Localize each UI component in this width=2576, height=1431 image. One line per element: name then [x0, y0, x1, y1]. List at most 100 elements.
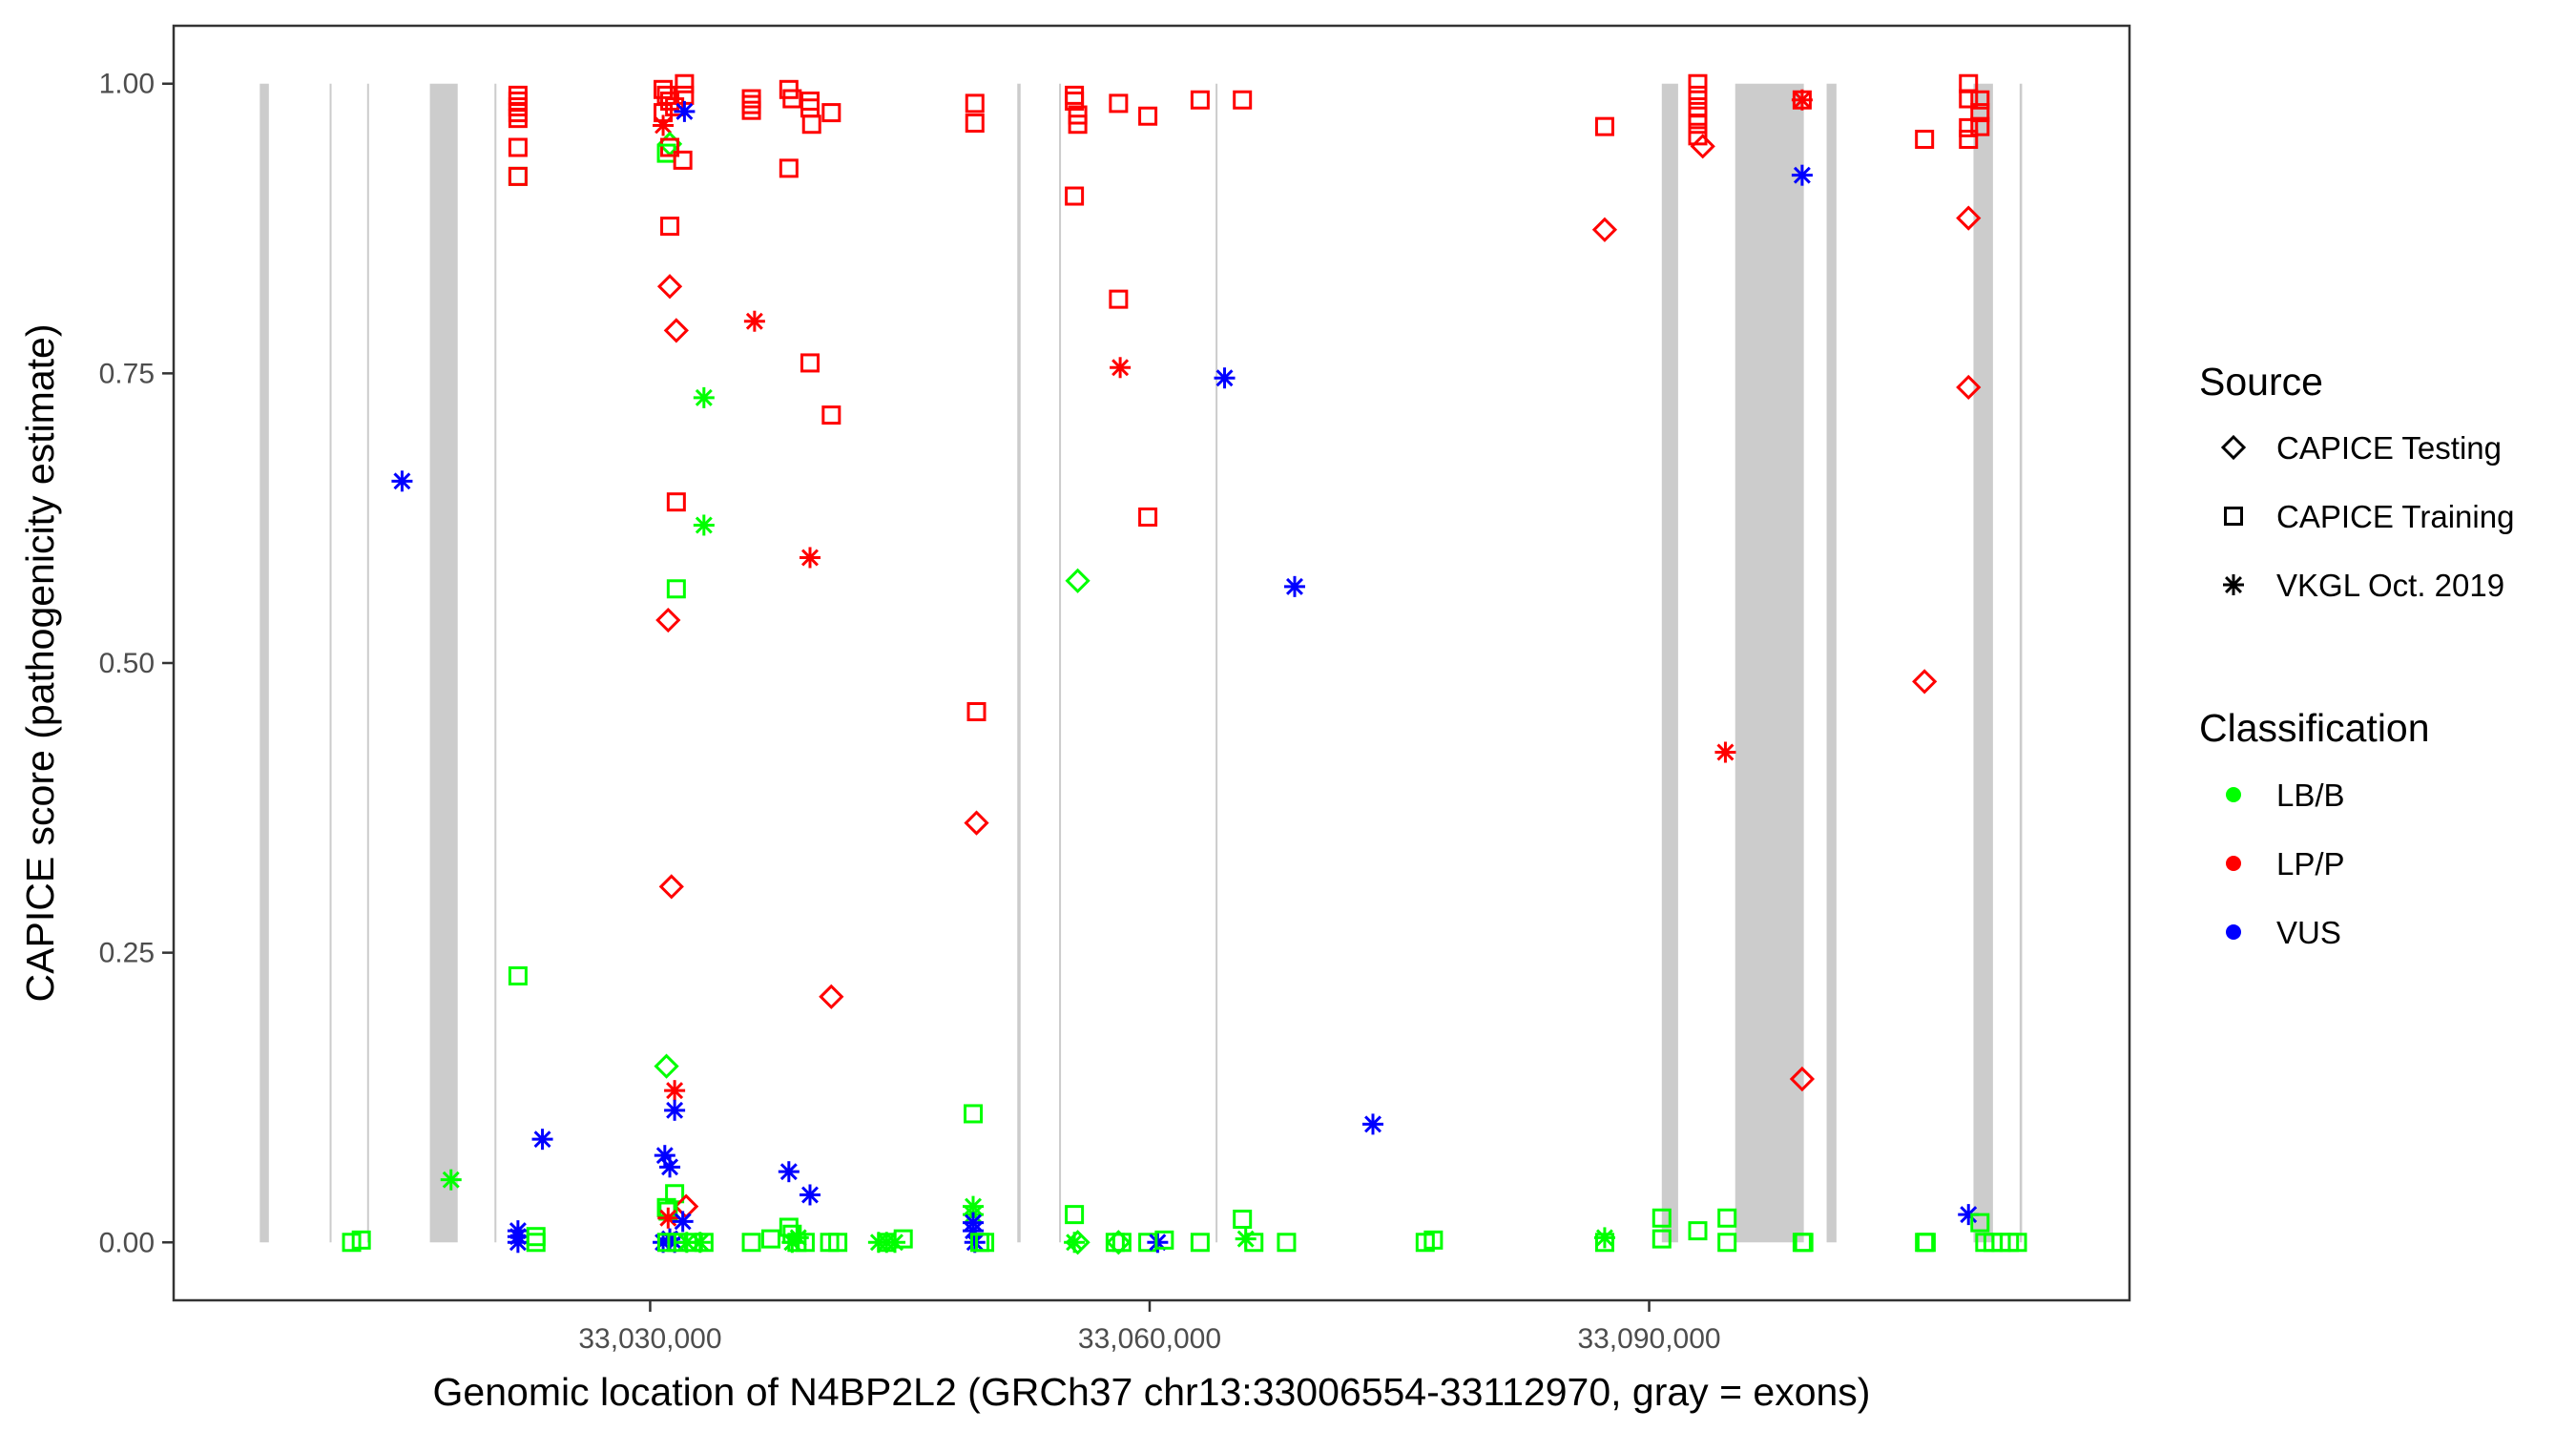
training-square-point — [964, 1104, 984, 1124]
training-square-point — [1688, 126, 1708, 146]
exon-bands — [260, 83, 2023, 1243]
training-square-point — [828, 1233, 848, 1253]
legend-asterisk-icon — [2223, 574, 2244, 595]
training-square-point — [1652, 1229, 1672, 1249]
testing-diamond-point — [1065, 1230, 1091, 1255]
vkgl-asterisk-point — [1362, 1113, 1384, 1135]
training-square-point — [741, 100, 761, 120]
training-square-point — [1717, 1208, 1737, 1228]
testing-diamond-point — [656, 274, 683, 300]
training-square-point — [779, 158, 799, 178]
y-tick-label: 1.00 — [99, 69, 155, 100]
legend-color-dot-icon — [2226, 787, 2241, 802]
exon-band — [1735, 83, 1804, 1243]
vkgl-asterisk-point — [664, 1099, 686, 1121]
exon-band — [1661, 83, 1678, 1243]
testing-diamond-point — [819, 984, 844, 1009]
testing-diamond-point — [654, 1053, 679, 1079]
x-tick-label: 33,090,000 — [1577, 1323, 1720, 1355]
training-square-point — [666, 579, 686, 599]
training-square-point — [1688, 73, 1708, 93]
legend-class-label: VUS — [2276, 915, 2341, 950]
training-square-point — [893, 1229, 913, 1249]
training-square-point — [1717, 1233, 1737, 1253]
training-square-point — [782, 89, 802, 109]
vkgl-asterisk-point — [507, 1232, 529, 1254]
training-square-point — [1277, 1233, 1297, 1253]
training-square-point — [656, 1233, 676, 1253]
training-square-point — [1068, 114, 1088, 135]
vkgl-asterisk-point — [693, 386, 715, 408]
training-square-point — [1109, 93, 1129, 114]
x-axis-title: Genomic location of N4BP2L2 (GRCh37 chr1… — [433, 1370, 1871, 1414]
training-square-point — [1138, 507, 1158, 527]
training-square-point — [660, 217, 680, 237]
testing-diamond-point — [663, 318, 689, 343]
training-square-point — [1688, 114, 1708, 135]
y-tick-label: 0.25 — [99, 938, 155, 969]
testing-diamond-point — [1106, 1230, 1132, 1255]
training-square-point — [1959, 117, 1979, 137]
training-square-point — [1970, 1213, 1990, 1233]
exon-band — [1215, 83, 1218, 1243]
exon-band — [1973, 83, 1993, 1243]
vkgl-asterisk-point — [1110, 357, 1132, 379]
training-square-point — [694, 1233, 714, 1253]
vkgl-asterisk-point — [531, 1129, 553, 1151]
testing-diamond-point — [655, 607, 681, 633]
legend-class-label: LP/P — [2276, 846, 2345, 881]
vkgl-asterisk-point — [787, 1227, 809, 1249]
x-tick-label: 33,060,000 — [1078, 1323, 1221, 1355]
training-square-point — [508, 137, 528, 157]
testing-diamond-point — [964, 810, 989, 836]
training-square-point — [1233, 1209, 1253, 1229]
legend-classification-title: Classification — [2199, 706, 2430, 750]
x-tick-label: 33,030,000 — [578, 1323, 721, 1355]
training-square-point — [1109, 289, 1129, 309]
training-square-point — [760, 1229, 780, 1249]
y-tick-label: 0.50 — [99, 648, 155, 679]
x-axis: 33,030,000 33,060,000 33,090,000 — [578, 1300, 1721, 1355]
testing-diamond-point — [1065, 568, 1091, 593]
vkgl-asterisk-point — [1714, 741, 1736, 763]
testing-diamond-point — [1789, 1066, 1816, 1092]
training-square-point — [1794, 1233, 1814, 1253]
training-square-point — [351, 1230, 371, 1250]
exon-band — [494, 83, 497, 1243]
exon-band — [429, 83, 458, 1243]
training-square-point — [508, 965, 528, 985]
training-square-point — [1190, 1233, 1210, 1253]
exon-band — [260, 83, 269, 1243]
vkgl-asterisk-point — [672, 1211, 694, 1233]
training-square-point — [1190, 90, 1210, 110]
legend: Source CAPICE Testing CAPICE Training VKGL… — [2199, 360, 2514, 950]
training-square-point — [342, 1233, 362, 1253]
training-square-point — [1959, 89, 1979, 109]
legend-source-label: CAPICE Training — [2276, 499, 2514, 534]
exon-band — [1017, 83, 1021, 1243]
vkgl-asterisk-point — [743, 310, 765, 332]
vkgl-asterisk-point — [1147, 1232, 1169, 1254]
testing-diamond-point — [1591, 217, 1618, 242]
data-points — [342, 73, 2027, 1255]
training-square-point — [673, 150, 693, 170]
training-square-point — [1244, 1233, 1264, 1253]
exon-band — [1826, 83, 1837, 1243]
training-square-point — [975, 1233, 995, 1253]
training-square-point — [1065, 1205, 1085, 1225]
training-square-point — [1138, 106, 1158, 126]
vkgl-asterisk-point — [440, 1169, 462, 1191]
training-square-point — [1594, 1233, 1614, 1253]
vkgl-asterisk-point — [799, 1184, 821, 1206]
testing-diamond-point — [1690, 134, 1715, 159]
training-square-point — [508, 166, 528, 186]
vkgl-asterisk-point — [674, 100, 696, 122]
training-square-point — [801, 114, 821, 135]
legend-color-dot-icon — [2226, 924, 2241, 940]
exon-band — [366, 83, 369, 1243]
exon-band — [2019, 83, 2023, 1243]
training-square-point — [1970, 116, 1990, 136]
legend-source-label: CAPICE Testing — [2276, 430, 2502, 466]
vkgl-asterisk-point — [1214, 367, 1236, 389]
